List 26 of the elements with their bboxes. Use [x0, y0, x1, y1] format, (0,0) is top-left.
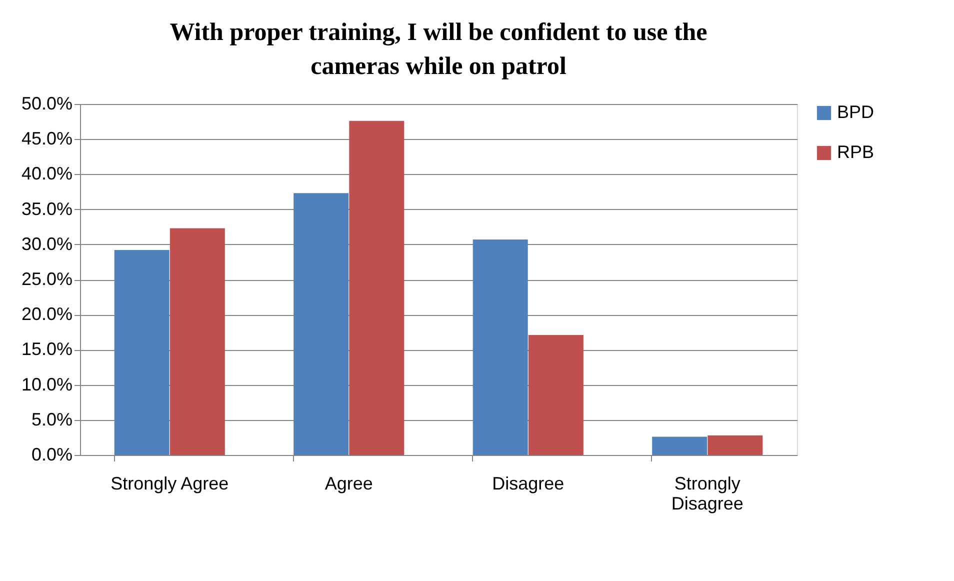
bar — [170, 228, 225, 455]
y-tick-label: 45.0% — [21, 128, 72, 149]
x-tick-label: Agree — [324, 474, 373, 494]
y-tick-label: 5.0% — [31, 409, 72, 430]
bar — [349, 120, 404, 455]
y-tick-label: 15.0% — [21, 339, 72, 360]
y-tick-label: 20.0% — [21, 304, 72, 324]
y-tick-label: 0.0% — [31, 444, 72, 464]
x-tick-label: Disagree — [492, 474, 564, 494]
bar — [114, 250, 170, 455]
x-tick-label: Strongly Agree — [110, 474, 229, 494]
bar — [472, 239, 528, 455]
bar — [652, 436, 708, 455]
chart-title: With proper training, I will be confident to use the cameras while on patrol — [170, 19, 708, 80]
y-tick-label: 50.0% — [21, 94, 72, 114]
y-tick-label: 10.0% — [21, 374, 72, 394]
bar — [294, 193, 349, 455]
x-tick-label: Strongly Disagree — [671, 474, 744, 514]
legend-label: BPD — [837, 102, 874, 122]
y-tick-label: 40.0% — [21, 164, 72, 184]
y-tick-label: 30.0% — [21, 234, 72, 254]
bar — [708, 435, 763, 455]
legend-label: RPB — [837, 142, 874, 162]
y-tick-label: 25.0% — [21, 269, 72, 289]
y-tick-label: 35.0% — [21, 198, 72, 219]
bar — [528, 334, 584, 455]
